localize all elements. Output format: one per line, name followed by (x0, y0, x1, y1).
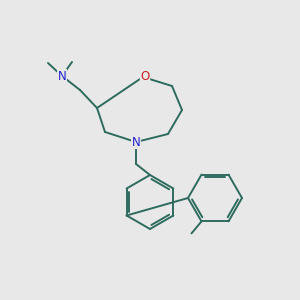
Text: N: N (58, 70, 66, 83)
Text: O: O (140, 70, 150, 83)
Text: N: N (132, 136, 140, 148)
